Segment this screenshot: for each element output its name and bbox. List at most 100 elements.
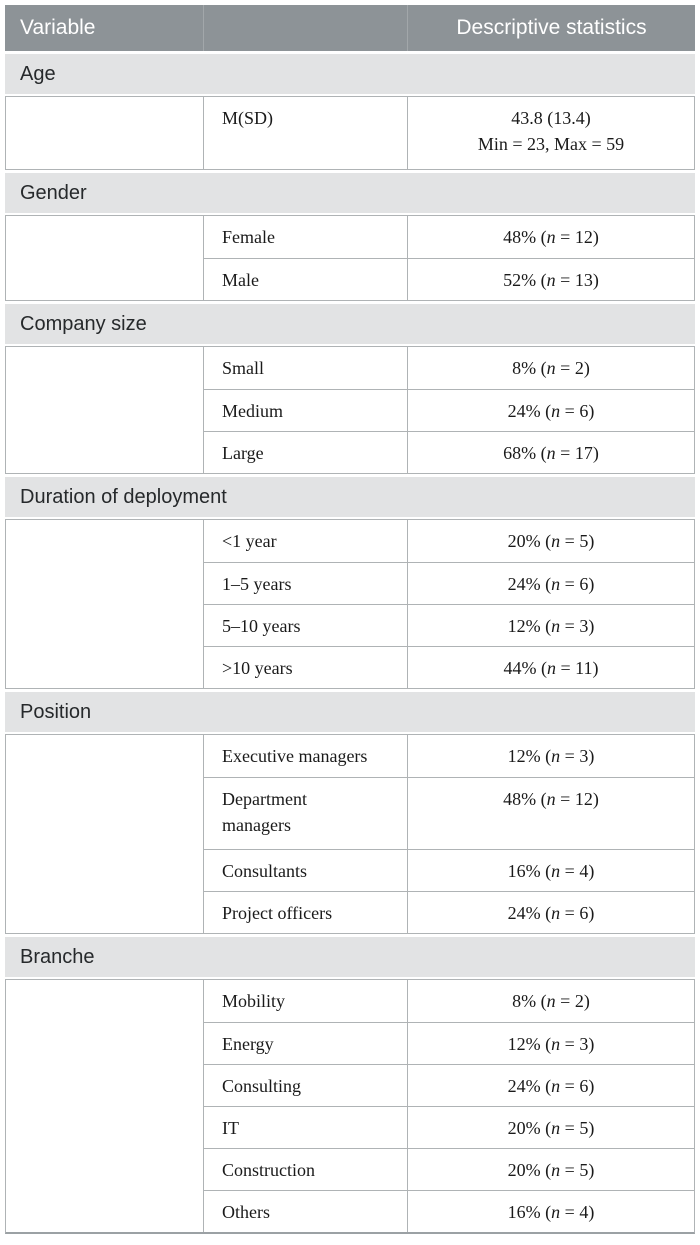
section-band-gender: Gender (5, 173, 695, 213)
row-label: Others (204, 1191, 408, 1232)
value-pre: 12% ( (507, 1034, 552, 1054)
value-pre: 52% ( (503, 270, 547, 290)
value-post: = 12) (555, 227, 599, 247)
row-value: 8% (n = 2) (408, 347, 694, 389)
table-row: IT 20% (n = 5) (204, 1106, 694, 1148)
table-row: Others 16% (n = 4) (204, 1190, 694, 1232)
group-company-size: Small 8% (n = 2) Medium 24% (n = 6) Larg… (5, 346, 695, 474)
row-label: >10 years (204, 647, 408, 688)
value-pre: 8% ( (512, 991, 547, 1011)
row-label: Mobility (204, 980, 408, 1022)
row-value: 16% (n = 4) (408, 850, 694, 891)
value-post: = 6) (560, 574, 595, 594)
value-pre: 16% ( (507, 861, 552, 881)
section-band-age: Age (5, 54, 695, 94)
row-value: 48% (n = 12) (408, 216, 694, 258)
row-value: 12% (n = 3) (408, 735, 694, 777)
table-row: 1–5 years 24% (n = 6) (204, 562, 694, 604)
table-row: Department managers 48% (n = 12) (204, 777, 694, 849)
table-row: Male 52% (n = 13) (204, 258, 694, 300)
n-symbol: n (551, 574, 561, 594)
header-cell-middle (203, 5, 407, 51)
table-row: Construction 20% (n = 5) (204, 1148, 694, 1190)
value-pre: 20% ( (507, 531, 552, 551)
header-cell-variable: Variable (20, 16, 96, 39)
row-value: 20% (n = 5) (408, 1107, 694, 1148)
n-symbol: n (546, 443, 556, 463)
table-row: 5–10 years 12% (n = 3) (204, 604, 694, 646)
row-label: Project officers (204, 892, 408, 933)
row-value: 43.8 (13.4) Min = 23, Max = 59 (477, 108, 625, 154)
row-label: Male (204, 259, 408, 300)
row-value: 24% (n = 6) (408, 1065, 694, 1106)
value-pre: 8% ( (512, 358, 547, 378)
n-symbol: n (546, 358, 556, 378)
row-value: 20% (n = 5) (408, 1149, 694, 1190)
value-post: = 6) (560, 903, 595, 923)
value-post: = 4) (560, 861, 595, 881)
table-row: <1 year 20% (n = 5) (204, 520, 694, 562)
n-symbol: n (551, 531, 561, 551)
group-branche: Mobility 8% (n = 2) Energy 12% (n = 3) C… (5, 979, 695, 1234)
n-symbol: n (551, 1118, 561, 1138)
group-gender: Female 48% (n = 12) Male 52% (n = 13) (5, 215, 695, 301)
group-spacer-cell (6, 347, 204, 473)
value-post: = 4) (560, 1202, 595, 1222)
value-post: = 13) (555, 270, 599, 290)
n-symbol: n (546, 270, 556, 290)
n-symbol: n (551, 746, 561, 766)
n-symbol: n (546, 991, 556, 1011)
row-label: 5–10 years (204, 605, 408, 646)
row-value: 68% (n = 17) (408, 432, 694, 473)
section-band-company-size: Company size (5, 304, 695, 344)
group-duration-of-deployment: <1 year 20% (n = 5) 1–5 years 24% (n = 6… (5, 519, 695, 689)
value-pre: 44% ( (503, 658, 548, 678)
table-row: Small 8% (n = 2) (204, 347, 694, 389)
group-spacer-cell (6, 97, 204, 169)
n-symbol: n (546, 789, 556, 809)
n-symbol: n (551, 1034, 561, 1054)
value-pre: 24% ( (507, 903, 552, 923)
table-row: Project officers 24% (n = 6) (204, 891, 694, 933)
row-label: Executive managers (204, 735, 408, 777)
row-label: Small (204, 347, 408, 389)
row-label: IT (204, 1107, 408, 1148)
row-value: 24% (n = 6) (408, 563, 694, 604)
value-post: = 6) (560, 401, 595, 421)
row-label: 1–5 years (204, 563, 408, 604)
value-pre: 48% ( (503, 789, 547, 809)
value-post: = 5) (560, 531, 595, 551)
n-symbol: n (551, 401, 561, 421)
value-post: = 3) (560, 616, 595, 636)
n-symbol: n (551, 1202, 561, 1222)
row-value: 20% (n = 5) (408, 520, 694, 562)
row-value: 12% (n = 3) (408, 605, 694, 646)
table-row: Executive managers 12% (n = 3) (204, 735, 694, 777)
table-row: Female 48% (n = 12) (204, 216, 694, 258)
row-value: 44% (n = 11) (408, 647, 694, 688)
value-post: = 2) (555, 358, 590, 378)
row-value: 48% (n = 12) (408, 778, 694, 849)
descriptive-statistics-table: Variable Descriptive statistics Age M(SD… (5, 5, 695, 1234)
row-label: Energy (204, 1023, 408, 1064)
row-label: Consultants (204, 850, 408, 891)
row-label: Female (204, 216, 408, 258)
row-value: 52% (n = 13) (408, 259, 694, 300)
section-band-duration-of-deployment: Duration of deployment (5, 477, 695, 517)
value-pre: 24% ( (507, 401, 552, 421)
table-row: Consulting 24% (n = 6) (204, 1064, 694, 1106)
header-cell-descriptive-statistics: Descriptive statistics (407, 5, 695, 51)
value-pre: 12% ( (507, 616, 552, 636)
row-label: Department managers (204, 778, 408, 849)
row-label: Medium (204, 390, 408, 431)
value-pre: 24% ( (507, 1076, 552, 1096)
value-post: = 3) (560, 1034, 595, 1054)
value-post: = 3) (560, 746, 595, 766)
row-value: 16% (n = 4) (408, 1191, 694, 1232)
row-label: M(SD) (204, 97, 408, 169)
group-spacer-cell (6, 216, 204, 300)
n-symbol: n (546, 227, 556, 247)
value-post: = 2) (555, 991, 590, 1011)
section-band-position: Position (5, 692, 695, 732)
